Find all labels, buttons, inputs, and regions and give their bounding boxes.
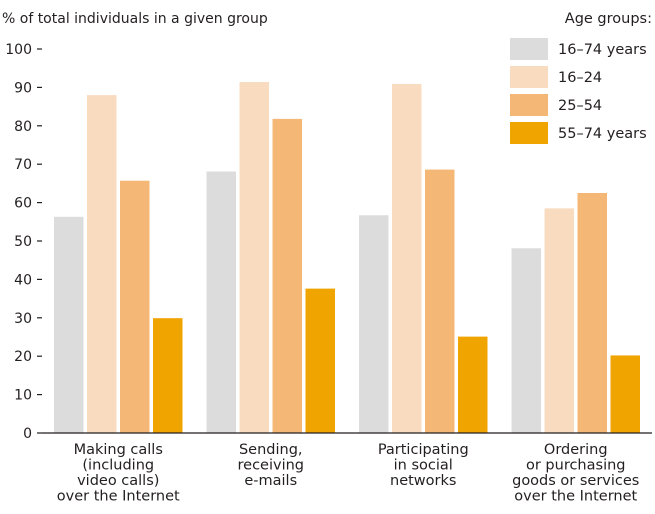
bar [392,83,422,433]
bar [153,318,183,433]
legend: Age groups: 16–74 years 16–24 25–54 55–74 y… [510,11,652,144]
y-tick-label: 0 [23,426,32,442]
x-category-label: receiving [238,458,305,474]
legend-item-label: 25–54 [558,98,602,114]
legend-item-label: 16–24 [558,70,602,86]
y-tick-label: 20 [14,349,32,365]
y-tick-label: 60 [14,196,32,212]
bar [239,82,269,434]
y-axis-label: % of total individuals in a given group [2,11,268,27]
x-category-label: in social [394,458,453,474]
y-tick-label: 90 [14,80,32,96]
x-category-label: or purchasing [526,458,626,474]
bar [425,169,455,434]
bar [610,355,640,433]
y-tick-label: 10 [14,388,32,404]
x-category-label: Making calls [74,442,163,458]
bar [206,171,236,433]
bar [87,95,117,433]
y-axis-ticks: 0 10 20 30 40 50 60 70 80 90 100 [5,42,42,442]
bar [272,118,302,433]
y-tick-label: 80 [14,119,32,135]
y-tick-label: 30 [14,311,32,327]
x-category-label: video calls) [77,473,159,489]
legend-item-label: 55–74 years [558,126,647,142]
y-tick-label: 50 [14,234,32,250]
x-category-label: networks [390,473,456,489]
bar [359,215,389,433]
bars [54,82,640,434]
legend-swatch [510,94,548,116]
bar [544,208,574,433]
bar [54,216,84,433]
y-tick-label: 70 [14,157,32,173]
x-category-label: Ordering [544,442,608,458]
x-category-label: (including [82,458,154,474]
x-category-label: over the Internet [514,489,637,505]
bar [577,193,607,433]
y-tick-label: 40 [14,272,32,288]
legend-swatch [510,122,548,144]
bar [511,248,541,433]
y-tick-label: 100 [5,42,32,58]
bar [120,180,150,433]
x-category-label: over the Internet [57,489,180,505]
x-category-label: goods or services [512,473,639,489]
legend-swatch [510,66,548,88]
x-category-label: Sending, [239,442,303,458]
legend-swatch [510,38,548,60]
legend-item-label: 16–74 years [558,42,647,58]
legend-title: Age groups: [565,11,652,27]
x-category-label: e-mails [244,473,297,489]
x-category-label: Participating [378,442,469,458]
bar [305,288,335,433]
bar [458,336,488,433]
